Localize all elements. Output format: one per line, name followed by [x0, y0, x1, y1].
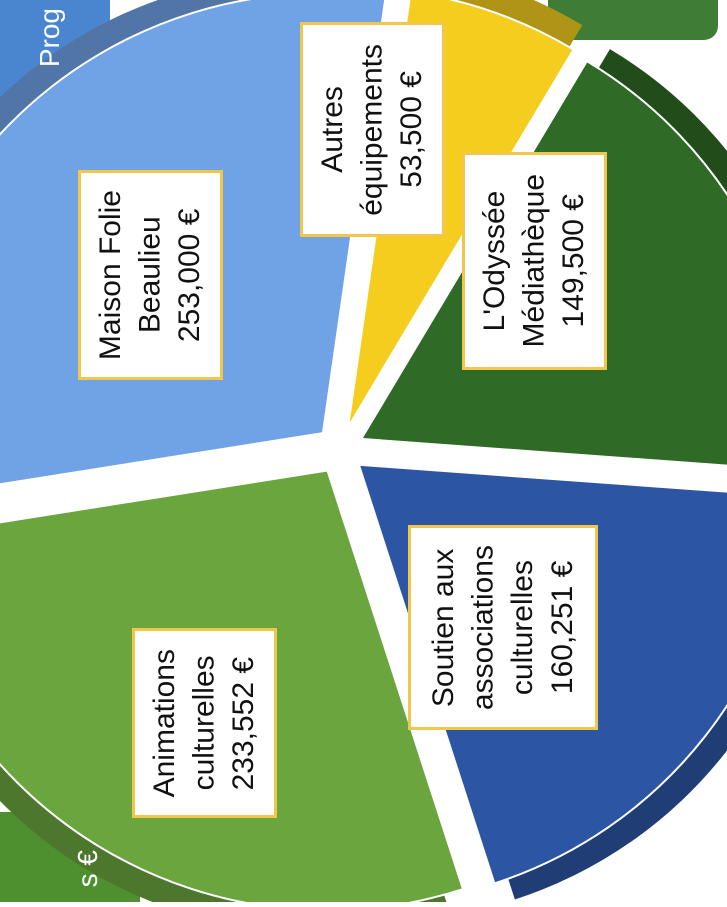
slice-label-line: Soutien aux: [426, 548, 460, 707]
background-box-top-right: [548, 0, 718, 40]
slice-value-label: 53,500 €: [395, 71, 429, 188]
callout-soutien-associations: Soutien aux associations culturelles 160…: [408, 525, 598, 730]
slice-label-line: Autres: [316, 86, 350, 173]
slice-value-label: 149,500 €: [557, 194, 591, 328]
slice-label-line: Médiathèque: [517, 174, 551, 348]
slice-label-line: culturelles: [506, 559, 539, 696]
slice-label-line: Animations: [148, 648, 182, 798]
slice-label-line: culturelles: [187, 655, 221, 791]
slice-value-label: 233,552 €: [227, 656, 261, 790]
slice-label-line: équipements: [355, 43, 389, 216]
slice-label-line: Maison Folie: [94, 189, 128, 361]
slice-value-label: 253,000 €: [173, 208, 207, 342]
callout-maison-folie: Maison Folie Beaulieu 253,000 €: [78, 170, 223, 380]
callout-odyssee-mediatheque: L'Odyssée Médiathèque 149,500 €: [462, 152, 607, 370]
slice-value-label: 160,251 €: [545, 560, 579, 695]
partial-label-bottom-left: s €: [72, 850, 103, 888]
partial-label-top-left: Prog: [34, 8, 65, 68]
slice-label-line: associations: [466, 544, 500, 711]
callout-animations-culturelles: Animations culturelles 233,552 €: [132, 628, 277, 818]
slice-label-line: Beaulieu: [133, 216, 167, 334]
callout-autres-equipements: Autres équipements 53,500 €: [300, 22, 445, 237]
slice-label-line: L'Odyssée: [478, 190, 512, 332]
